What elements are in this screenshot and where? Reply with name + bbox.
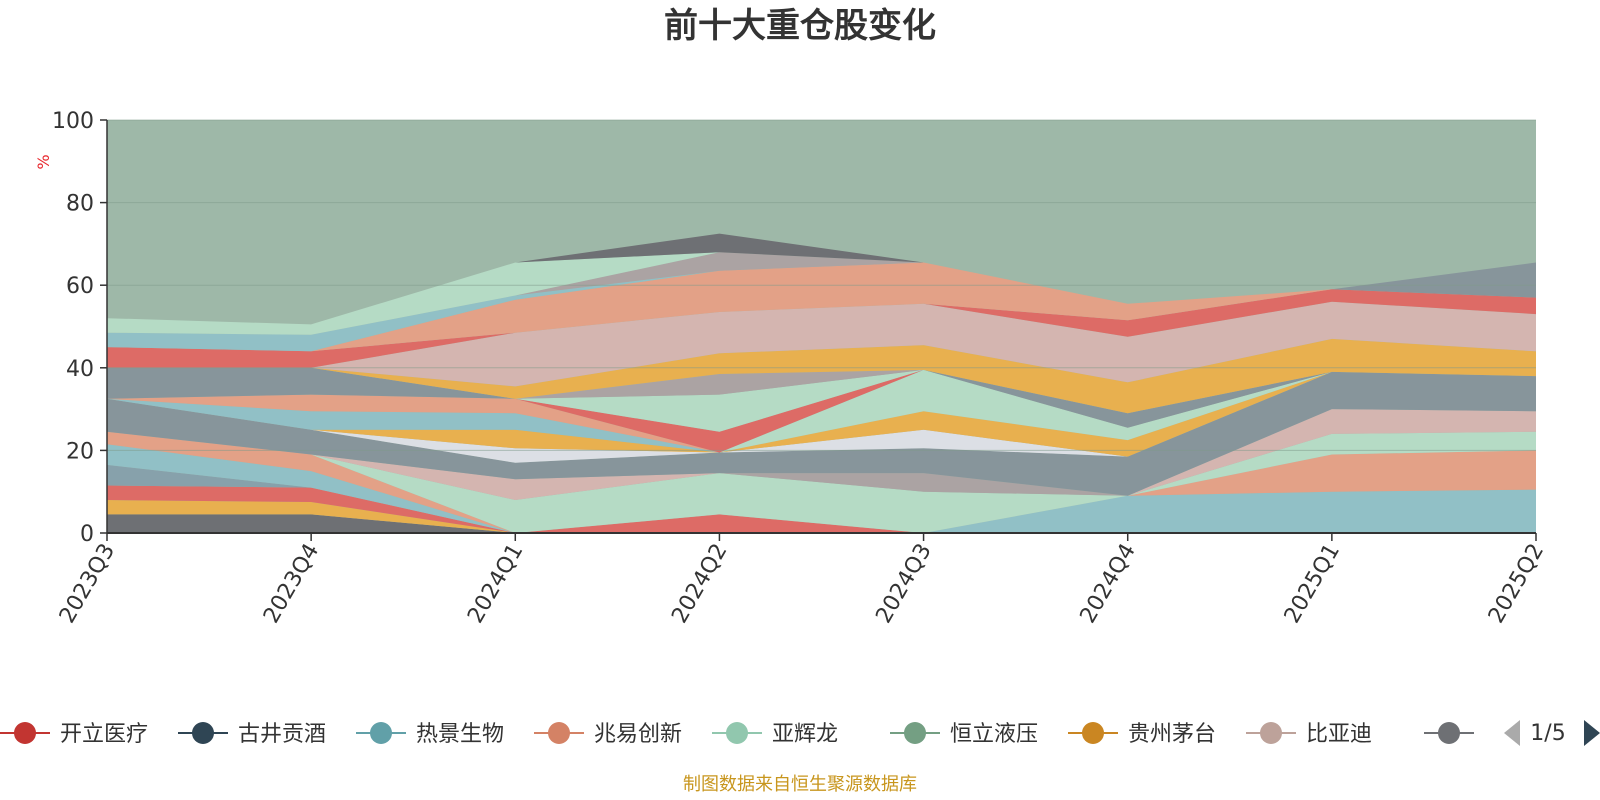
legend-item[interactable]: 亚辉龙 <box>712 722 838 747</box>
plot-area <box>107 120 1536 533</box>
legend-marker-icon <box>1438 722 1460 744</box>
x-tick-label: 2024Q2 <box>667 540 732 628</box>
area-series-7 <box>107 431 1536 533</box>
area-series-1 <box>107 500 1536 533</box>
legend-pager: 1/5 <box>1504 720 1600 746</box>
legend-label: 古井贡酒 <box>238 722 326 747</box>
x-tick-label: 2023Q4 <box>259 540 324 628</box>
legend-marker-icon <box>548 722 570 744</box>
legend-marker-icon <box>1082 722 1104 744</box>
legend-marker-icon <box>1260 722 1282 744</box>
legend-next-page-icon[interactable] <box>1584 720 1600 746</box>
x-tick-label: 2024Q1 <box>463 540 528 628</box>
data-source-note: 制图数据来自恒生聚源数据库 <box>683 774 917 795</box>
legend-label: 亚辉龙 <box>772 722 838 747</box>
y-axis-unit: % <box>34 154 53 169</box>
legend-marker-icon <box>370 722 392 744</box>
area-series-18 <box>107 367 1536 432</box>
area-series-20 <box>107 338 1536 414</box>
legend-label: 比亚迪 <box>1306 722 1372 747</box>
legend-item[interactable]: 恒立液压 <box>890 722 1038 747</box>
area-series-10 <box>107 371 1536 496</box>
area-series-21 <box>107 301 1536 387</box>
y-tick-label: 60 <box>66 274 94 299</box>
area-series-23 <box>107 262 1536 352</box>
legend-item[interactable]: 比亚迪 <box>1246 722 1372 747</box>
x-tick-label: 2024Q3 <box>871 540 936 628</box>
area-series-15 <box>107 369 1536 453</box>
x-tick-label: 2023Q3 <box>55 540 120 628</box>
chart-title: 前十大重仓股变化 <box>664 6 936 46</box>
legend: 开立医疗 古井贡酒 热景生物 兆易创新 亚辉龙 恒立液压 贵州茅台 比亚迪 思源电气 <box>0 722 1572 747</box>
legend-label: 热景生物 <box>416 722 504 747</box>
y-tick-label: 80 <box>66 192 94 217</box>
legend-label: 兆易创新 <box>594 722 682 747</box>
area-series-14 <box>107 369 1536 453</box>
area-series-11 <box>107 371 1536 463</box>
y-tick-label: 20 <box>66 439 94 464</box>
legend-marker-icon <box>726 722 748 744</box>
legend-item[interactable]: 热景生物 <box>356 722 504 747</box>
area-series-24 <box>107 262 1536 352</box>
area-series-2 <box>107 485 1536 533</box>
legend-item[interactable]: 兆易创新 <box>534 722 682 747</box>
legend-label: 贵州茅台 <box>1128 722 1216 747</box>
area-series-12 <box>107 371 1536 457</box>
area-series-22 <box>107 289 1536 368</box>
area-series-4 <box>107 444 1536 533</box>
y-tick-label: 100 <box>52 109 94 134</box>
area-series-17 <box>107 367 1536 432</box>
legend-item[interactable]: 古井贡酒 <box>178 722 326 747</box>
x-tick-label: 2024Q4 <box>1076 540 1141 628</box>
legend-page-indicator: 1/5 <box>1530 721 1565 746</box>
legend-item[interactable]: 贵州茅台 <box>1068 722 1216 747</box>
legend-marker-icon <box>14 722 36 744</box>
area-series-27 <box>107 233 1536 325</box>
legend-prev-page-icon[interactable] <box>1504 720 1520 746</box>
y-tick-label: 40 <box>66 357 94 382</box>
y-tick-label: 0 <box>80 522 94 547</box>
grid-lines <box>107 119 1536 451</box>
legend-item[interactable]: 开立医疗 <box>0 722 148 747</box>
legend-label: 开立医疗 <box>60 722 148 747</box>
legend-item[interactable]: 思源电气 <box>1424 722 1572 747</box>
x-tick-label: 2025Q2 <box>1484 540 1549 628</box>
legend-marker-icon <box>904 722 926 744</box>
area-series-19 <box>107 367 1536 414</box>
legend-label: 恒立液压 <box>950 722 1038 747</box>
legend-marker-icon <box>192 722 214 744</box>
area-series-5 <box>107 431 1536 533</box>
area-series-8 <box>107 409 1536 500</box>
x-tick-label: 2025Q1 <box>1280 540 1345 628</box>
area-series-0 <box>107 514 1536 533</box>
area-series-26 <box>107 252 1536 335</box>
area-series-9 <box>107 409 1536 496</box>
area-series-13 <box>107 371 1536 453</box>
